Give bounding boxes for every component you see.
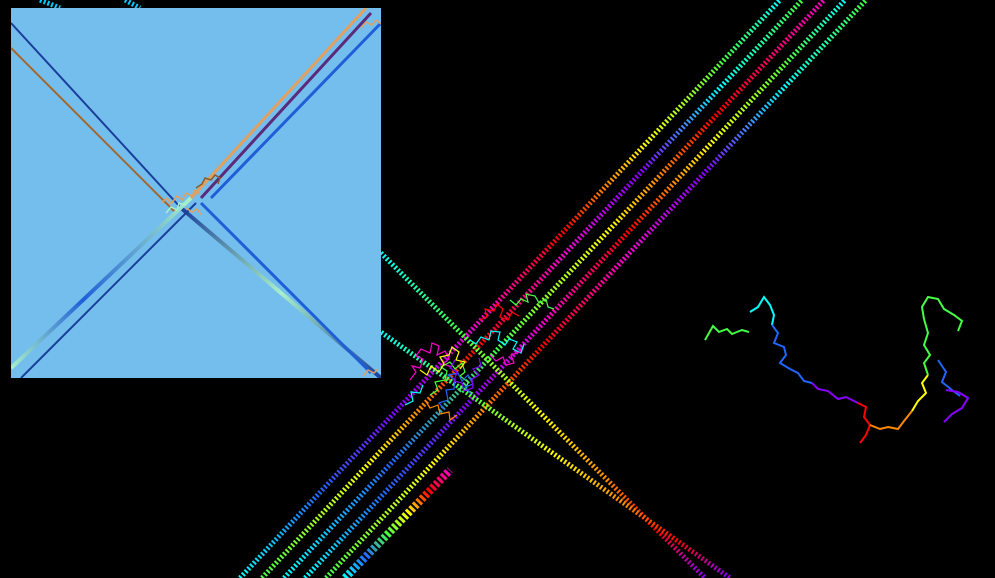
- inset-panel: [11, 8, 381, 378]
- stripe-ascending-4: [303, 0, 847, 578]
- inset-line-4: [199, 201, 373, 375]
- central-walk-cluster: [404, 293, 555, 422]
- stripe-ascending-5: [324, 0, 868, 578]
- inset-line-8: [199, 11, 373, 200]
- stripe-bundle-descending: [39, 0, 732, 578]
- stripe-descending-4: [123, 0, 142, 11]
- inset-line-2: [11, 47, 177, 214]
- stripe-short-bright: [342, 467, 453, 578]
- inset-line-7: [189, 8, 368, 200]
- inset-line-1: [11, 22, 182, 209]
- stripe-descending-3: [39, 0, 61, 11]
- inset-central-cluster: [160, 174, 221, 216]
- inset-line-6: [20, 202, 197, 378]
- inset-line-9: [209, 21, 381, 200]
- inset-panel-svg: [11, 8, 381, 378]
- inset-corner-cluster-top: [360, 18, 381, 29]
- inset-line-5: [11, 196, 193, 370]
- inset-corner-cluster-bottom: [362, 368, 379, 377]
- stripe-descending-1: [376, 248, 707, 578]
- standalone-random-walk: [704, 295, 970, 444]
